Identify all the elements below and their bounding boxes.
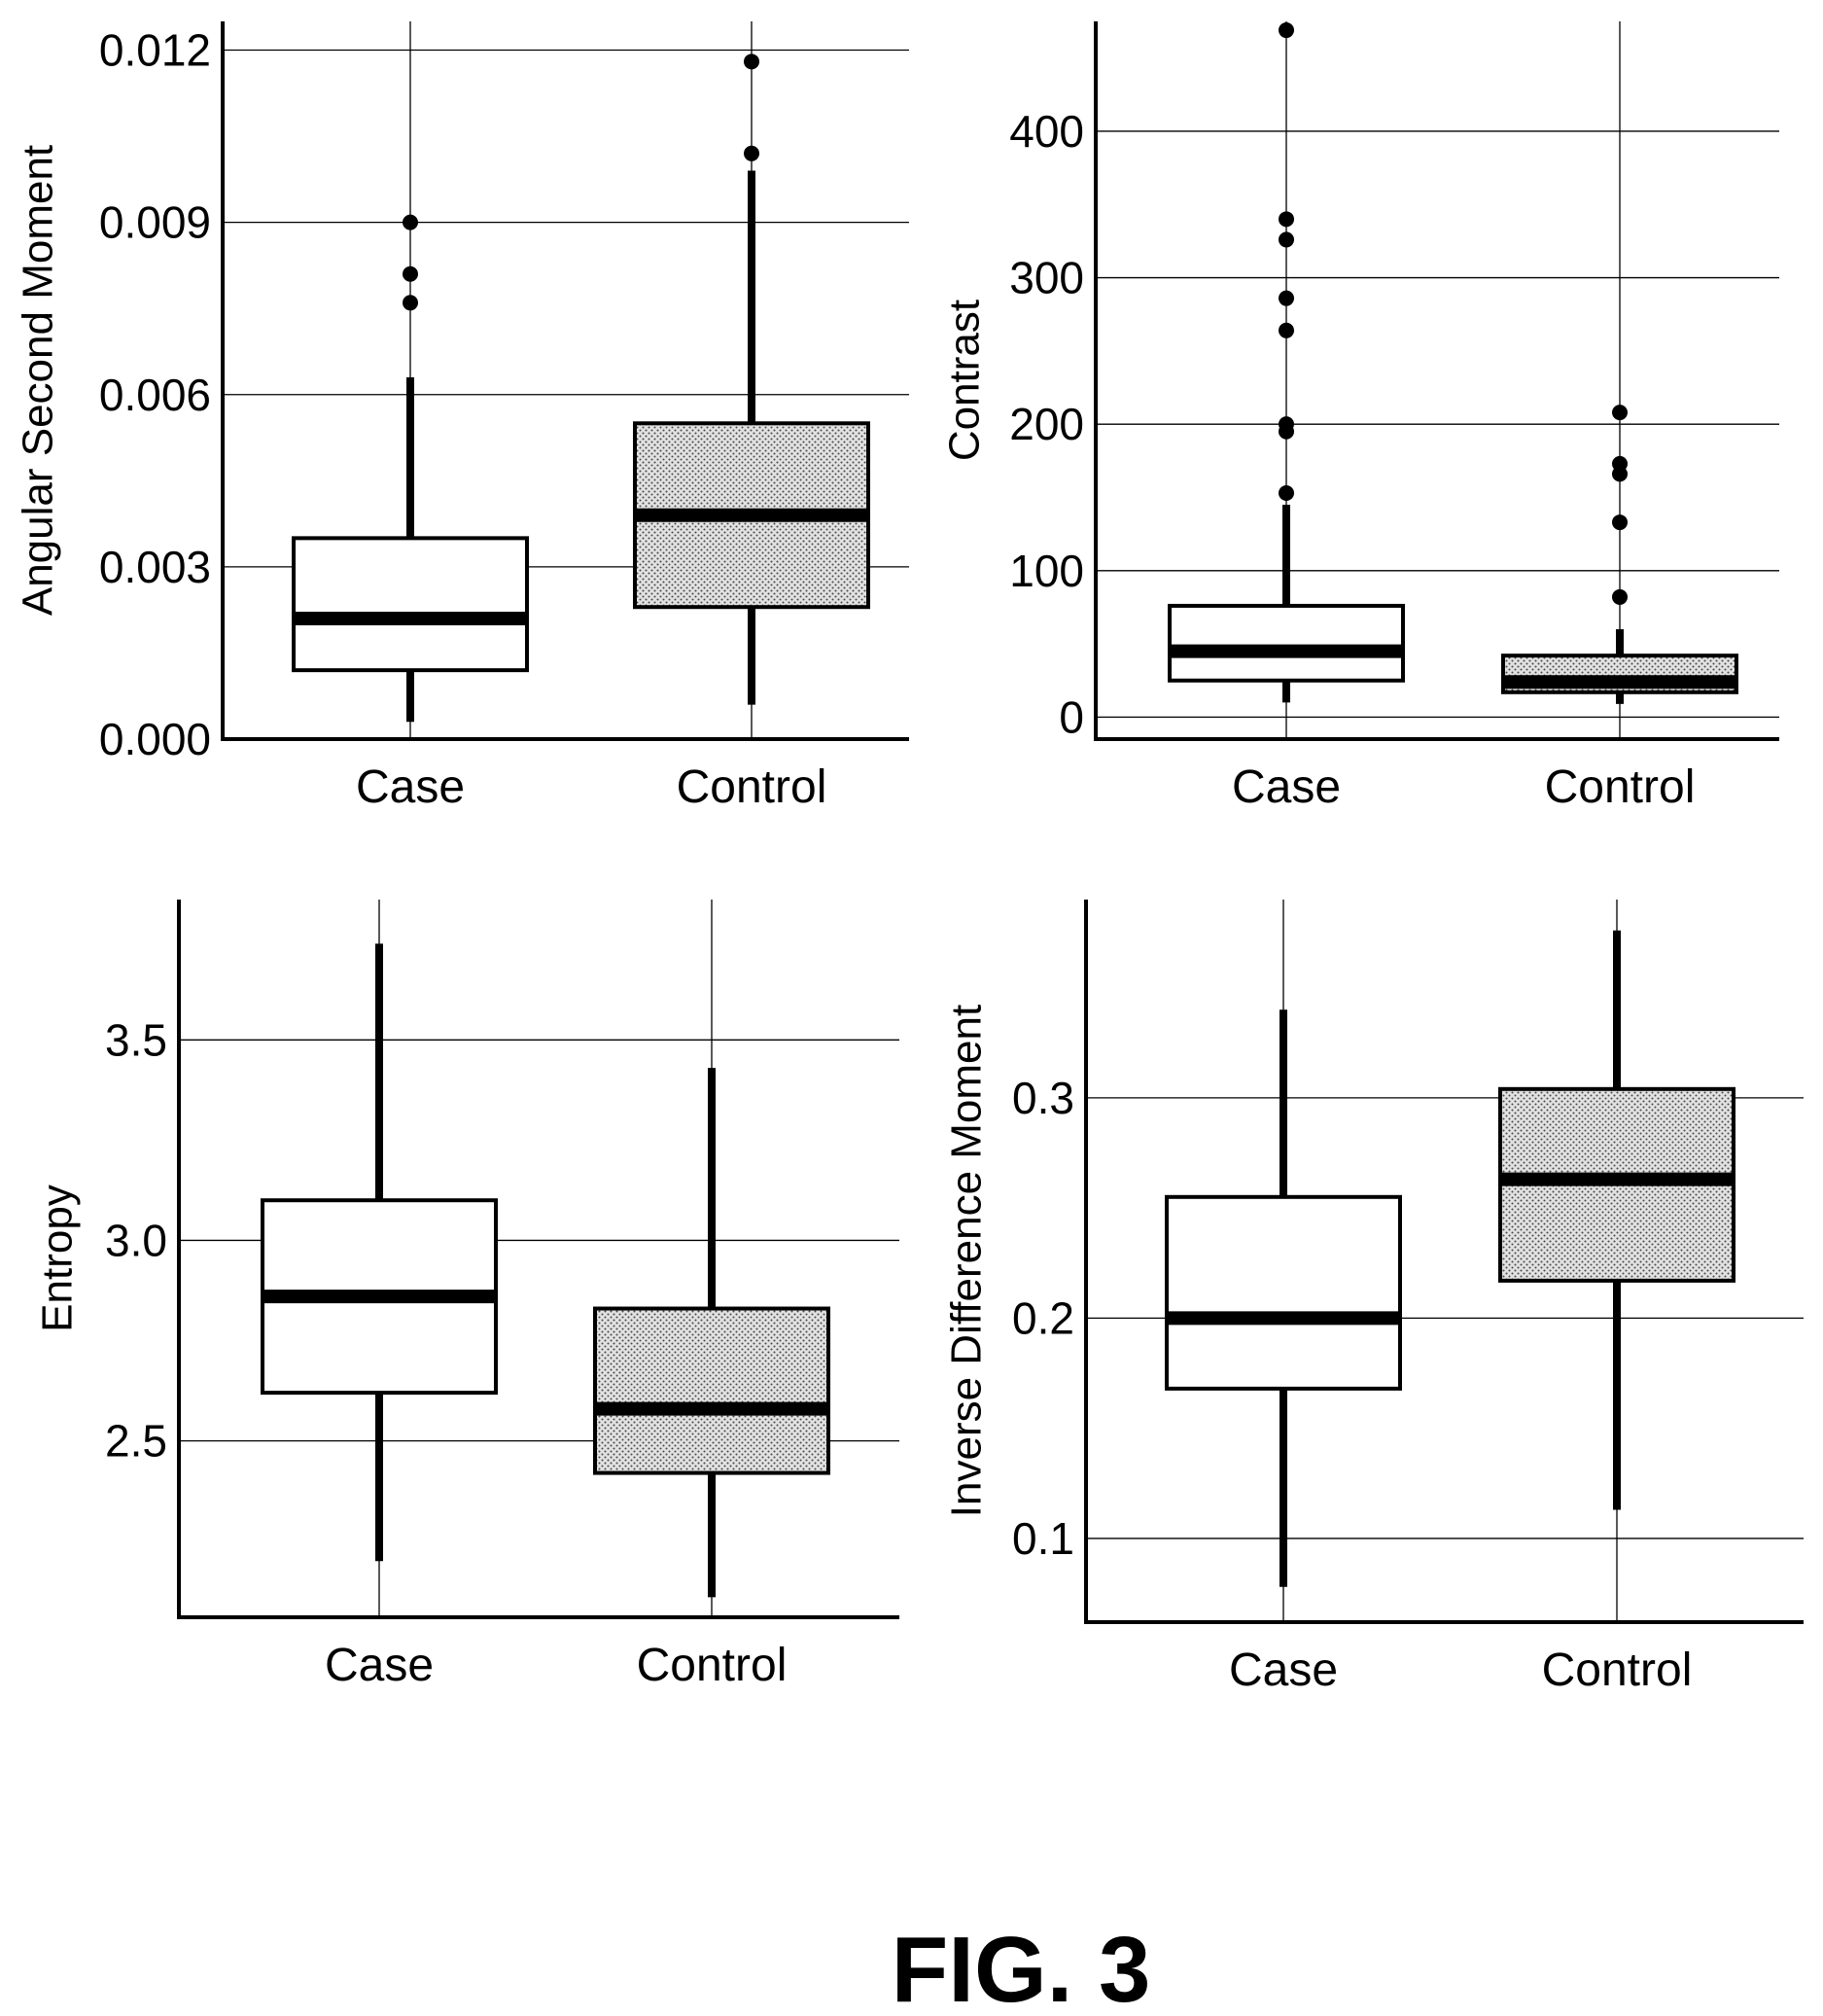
y-tick-label: 400 (1009, 106, 1084, 157)
category-label: Case (1229, 1645, 1338, 1696)
axis-lines (1084, 900, 1804, 1624)
category-label: Case (356, 761, 465, 813)
figure-label: FIG. 3 (892, 1918, 1151, 2016)
box-control (633, 53, 870, 705)
box-iqr (593, 1306, 830, 1475)
boxplot-panel-4: 0.1 0.2 0.3 Inverse Difference Moment Case Co… (943, 900, 1804, 1696)
axis-lines (177, 900, 899, 1619)
outlier-point (1279, 231, 1294, 248)
outlier-point (1279, 22, 1294, 39)
boxplot-panel-3: 2.5 3.0 3.5 Entropy Case Control (34, 900, 899, 1691)
y-tick-label: 0 (1059, 691, 1084, 742)
axis-lines (1094, 21, 1779, 741)
box-iqr (1168, 603, 1405, 683)
axis-lines (221, 21, 909, 741)
outlier-point (1612, 405, 1628, 421)
outlier-point (403, 214, 418, 230)
box-iqr (292, 536, 529, 673)
outlier-point (744, 53, 759, 70)
outlier-point (1612, 455, 1628, 472)
y-tick-label: 0.012 (99, 25, 211, 76)
y-tick-label: 0.003 (99, 542, 211, 592)
category-label: Case (325, 1640, 434, 1691)
outlier-point (1279, 484, 1294, 501)
outlier-point (1612, 514, 1628, 531)
box-control (593, 1068, 830, 1598)
y-tick-label: 0.009 (99, 197, 211, 248)
outlier-point (1279, 416, 1294, 433)
y-tick-label: 300 (1009, 253, 1084, 303)
y-tick-label: 3.0 (105, 1215, 167, 1265)
outlier-point (1612, 588, 1628, 605)
outlier-point (1279, 211, 1294, 228)
y-tick-label: 2.5 (105, 1416, 167, 1467)
box-case (292, 214, 529, 723)
y-tick-label: 0.2 (1012, 1292, 1074, 1343)
box-iqr (1165, 1194, 1402, 1391)
box-case (261, 943, 498, 1562)
boxplot-panel-1: 0.000 0.003 0.006 0.009 0.012 Angular Second … (15, 21, 909, 813)
y-axis-label: Inverse Difference Moment (943, 1005, 991, 1517)
category-label: Control (1545, 761, 1696, 813)
outlier-point (403, 265, 418, 282)
box-case (1168, 22, 1405, 703)
outlier-point (1279, 322, 1294, 338)
y-tick-label: 3.5 (105, 1014, 167, 1065)
outlier-point (1279, 290, 1294, 306)
category-label: Control (637, 1640, 788, 1691)
box-case (1165, 1009, 1402, 1587)
y-tick-label: 100 (1009, 546, 1084, 596)
y-tick-label: 0.1 (1012, 1513, 1074, 1564)
boxplot-panel-2: 0 100 200 300 400 Contrast Case Control (941, 21, 1779, 813)
y-axis-label: Angular Second Moment (15, 145, 62, 616)
y-tick-label: 0.000 (99, 714, 211, 764)
y-tick-label: 0.3 (1012, 1073, 1074, 1123)
y-axis-label: Entropy (34, 1185, 82, 1332)
category-label: Control (1542, 1645, 1693, 1696)
category-label: Case (1232, 761, 1341, 813)
box-control (1501, 405, 1738, 704)
outlier-point (403, 295, 418, 311)
category-label: Control (677, 761, 827, 813)
y-tick-label: 200 (1009, 399, 1084, 449)
box-control (1498, 930, 1735, 1510)
outlier-point (744, 145, 759, 161)
y-tick-label: 0.006 (99, 370, 211, 420)
y-axis-label: Contrast (941, 300, 989, 461)
